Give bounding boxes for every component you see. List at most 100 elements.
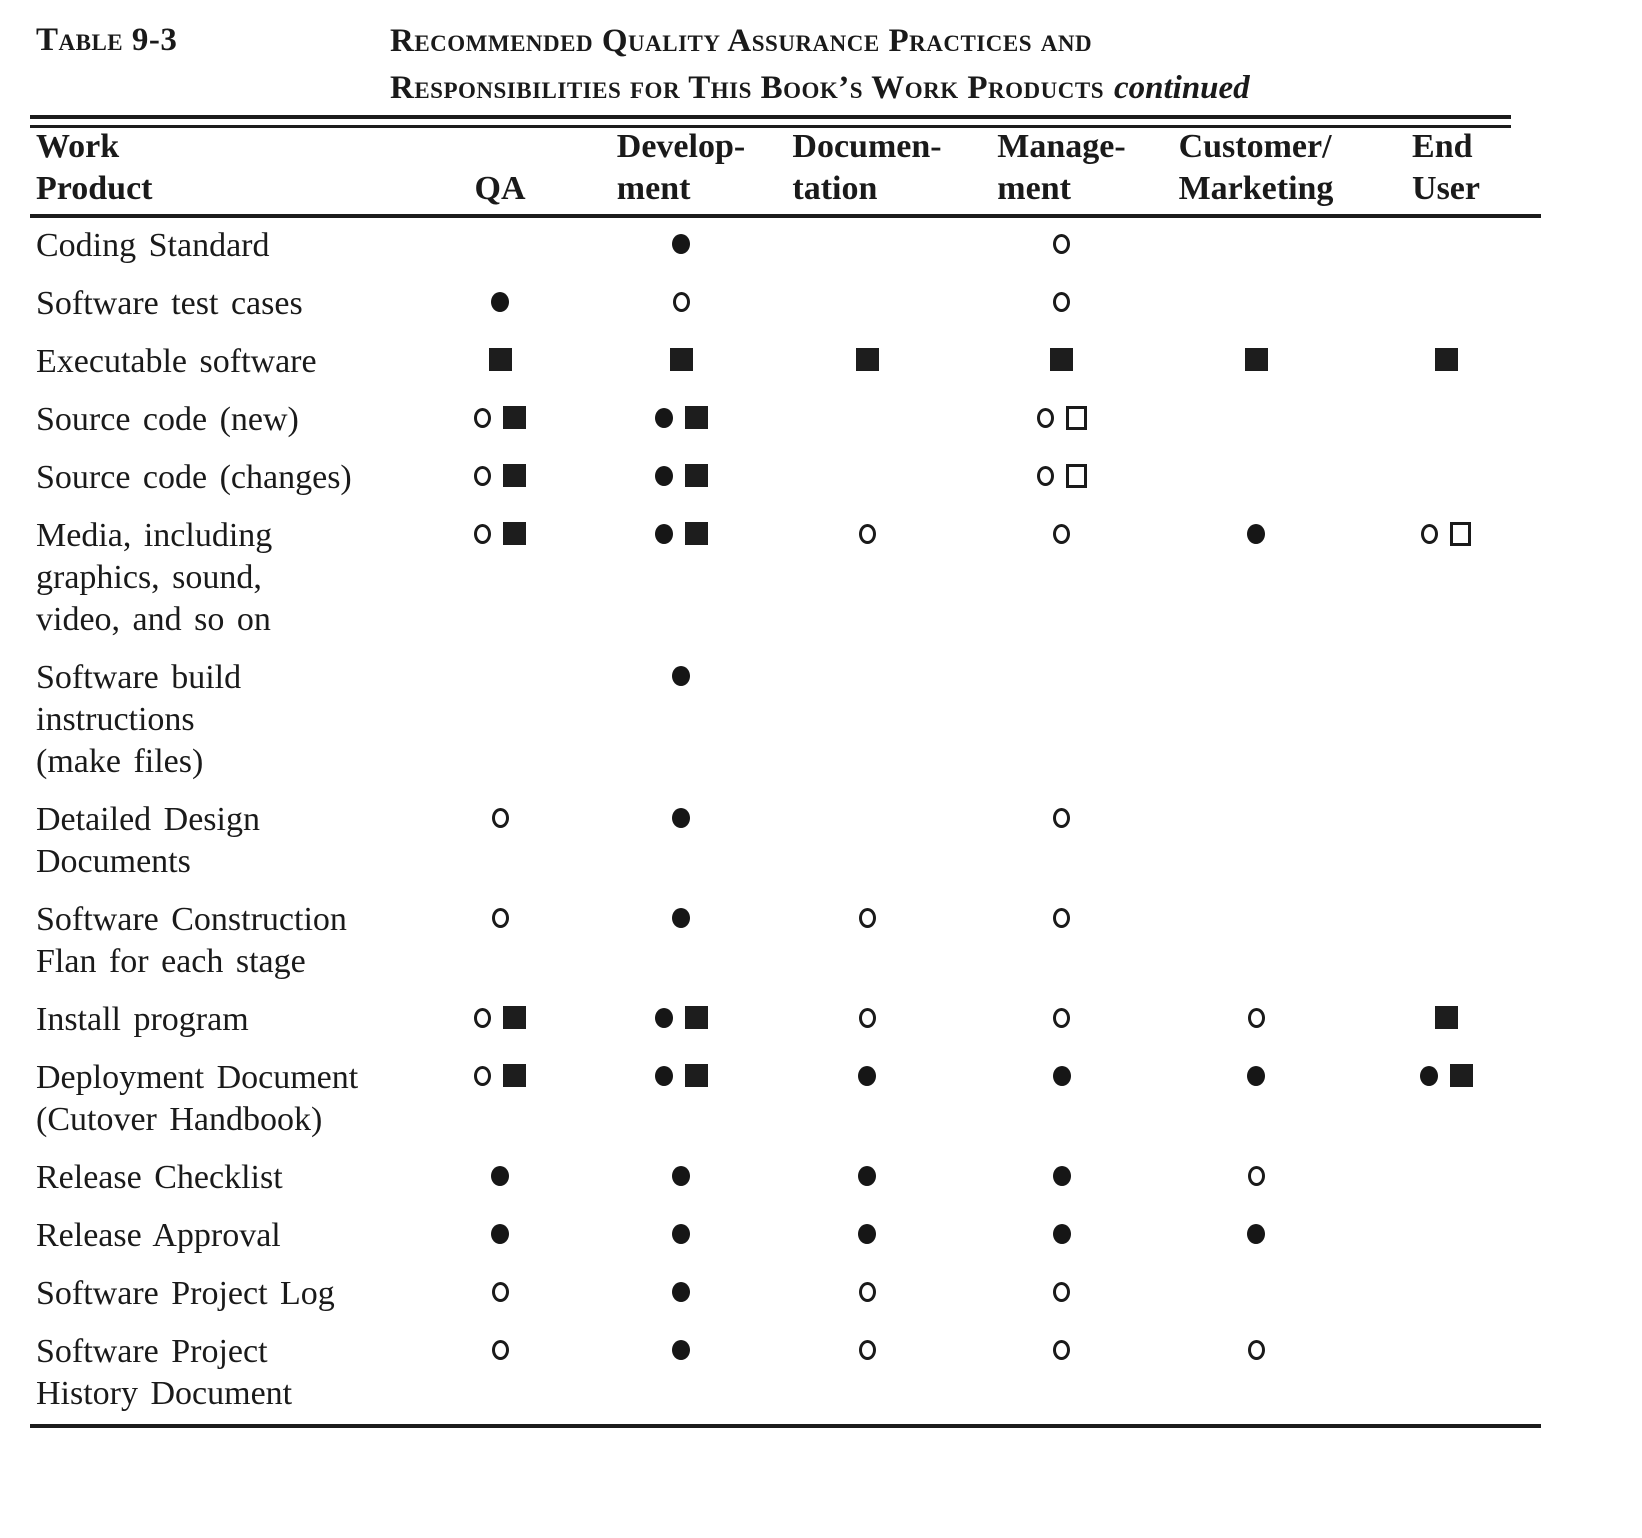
work-product-label: History Document [36, 1375, 293, 1412]
work-product-label: Software Project [36, 1333, 268, 1370]
symbol-cell [1351, 792, 1541, 892]
open-circle-icon [858, 1008, 876, 1029]
open-circle-icon [491, 808, 509, 829]
table-row: Release Approval [30, 1208, 1541, 1266]
symbol-cell [962, 1050, 1161, 1150]
filled-circle-icon [672, 1282, 690, 1303]
filled-circle-icon [654, 524, 673, 545]
open-circle-icon [672, 292, 690, 313]
symbol-cell [1351, 450, 1541, 508]
filled-circle-icon [491, 1166, 509, 1187]
table-row: Software Project History Document [30, 1324, 1541, 1426]
symbol-cell [590, 216, 772, 276]
symbol-cell [772, 1266, 962, 1324]
open-circle-icon [1247, 1166, 1265, 1187]
work-product-label: (make files) [36, 743, 204, 780]
table-title: Recommended Quality Assurance Practices … [390, 18, 1390, 112]
filled-circle-icon [858, 1224, 876, 1245]
symbol-cell [1351, 216, 1541, 276]
symbol-cell [410, 892, 590, 992]
filled-circle-icon [654, 466, 673, 487]
open-circle-icon [1247, 1008, 1265, 1029]
symbol-cell [1161, 216, 1351, 276]
symbol-cell [962, 508, 1161, 650]
filled-square-icon [503, 1006, 526, 1030]
open-circle-icon [1053, 808, 1070, 829]
work-product-label: video, and so on [36, 601, 271, 638]
symbol-cell [1161, 650, 1351, 792]
work-product-cell: Software Project Log [30, 1266, 410, 1324]
table-row: Software Project Log [30, 1266, 1541, 1324]
work-product-label: instructions [36, 701, 195, 738]
column-header-text [475, 126, 526, 168]
symbol-cell [590, 792, 772, 892]
symbol-cell [962, 334, 1161, 392]
symbol-cell [1161, 1050, 1351, 1150]
symbol-cell [1351, 992, 1541, 1050]
symbol-cell [590, 508, 772, 650]
symbol-cell [1351, 650, 1541, 792]
symbol-cell [590, 1150, 772, 1208]
work-product-label: Deployment Document [36, 1059, 359, 1096]
symbol-cell [962, 892, 1161, 992]
column-header-text: Documen- [792, 128, 942, 165]
open-circle-icon [474, 1008, 491, 1029]
column-header-text: Customer/ [1178, 128, 1332, 165]
symbol-cell [1351, 1266, 1541, 1324]
title-line-2: Responsibilities for This Book’s Work Pr… [390, 65, 1390, 112]
work-product-cell: Detailed Design Documents [30, 792, 410, 892]
open-circle-icon [1247, 1340, 1265, 1361]
open-circle-icon [491, 908, 509, 929]
symbol-cell [410, 508, 590, 650]
open-circle-icon [1053, 524, 1070, 545]
symbol-cell [590, 392, 772, 450]
symbol-cell [772, 1050, 962, 1150]
open-circle-icon [1053, 908, 1070, 929]
filled-circle-icon [1052, 1166, 1071, 1187]
symbol-cell [590, 1324, 772, 1426]
header-row: Work Product QA Develop-ment Documen-tation M… [30, 124, 1541, 218]
symbol-cell [962, 1208, 1161, 1266]
table-row: Executable software [30, 334, 1541, 392]
symbol-cell [410, 216, 590, 276]
filled-square-icon [684, 1006, 708, 1030]
table-row: Install program [30, 992, 1541, 1050]
open-circle-icon [1036, 466, 1054, 487]
symbol-cell [772, 216, 962, 276]
column-header: Manage-ment [962, 124, 1161, 218]
symbol-cell [410, 792, 590, 892]
filled-square-icon [503, 1064, 526, 1088]
title-continued-note: continued [1113, 70, 1250, 106]
filled-circle-icon [491, 1224, 509, 1245]
filled-circle-icon [672, 908, 690, 929]
work-product-cell: Coding Standard [30, 216, 410, 276]
filled-square-icon [488, 348, 512, 372]
table-row: Source code (changes) [30, 450, 1541, 508]
work-product-label: Source code (new) [36, 401, 299, 438]
table-header: Work Product QA Develop-ment Documen-tation M… [30, 124, 1541, 218]
symbol-cell [772, 992, 962, 1050]
table-row: Coding Standard [30, 216, 1541, 276]
column-header-text: tation [792, 170, 878, 207]
column-header-text: User [1412, 170, 1480, 207]
table-row: Source code (new) [30, 392, 1541, 450]
open-circle-icon [474, 408, 491, 429]
open-circle-icon [858, 1340, 876, 1361]
work-product-label: Software Project Log [36, 1275, 335, 1312]
symbol-cell [1351, 392, 1541, 450]
symbol-cell [1161, 508, 1351, 650]
column-header: End User [1351, 124, 1541, 218]
open-circle-icon [1421, 524, 1438, 545]
column-header-text: ment [616, 170, 691, 207]
open-circle-icon [858, 1282, 876, 1303]
open-circle-icon [474, 466, 491, 487]
open-circle-icon [858, 524, 876, 545]
table-body: Coding Standard Software test cases Execut… [30, 216, 1541, 1426]
symbol-cell [1161, 1266, 1351, 1324]
symbol-cell [1161, 992, 1351, 1050]
symbol-cell [772, 1208, 962, 1266]
column-header-text: End [1412, 128, 1473, 165]
symbol-cell [590, 450, 772, 508]
open-circle-icon [474, 524, 491, 545]
